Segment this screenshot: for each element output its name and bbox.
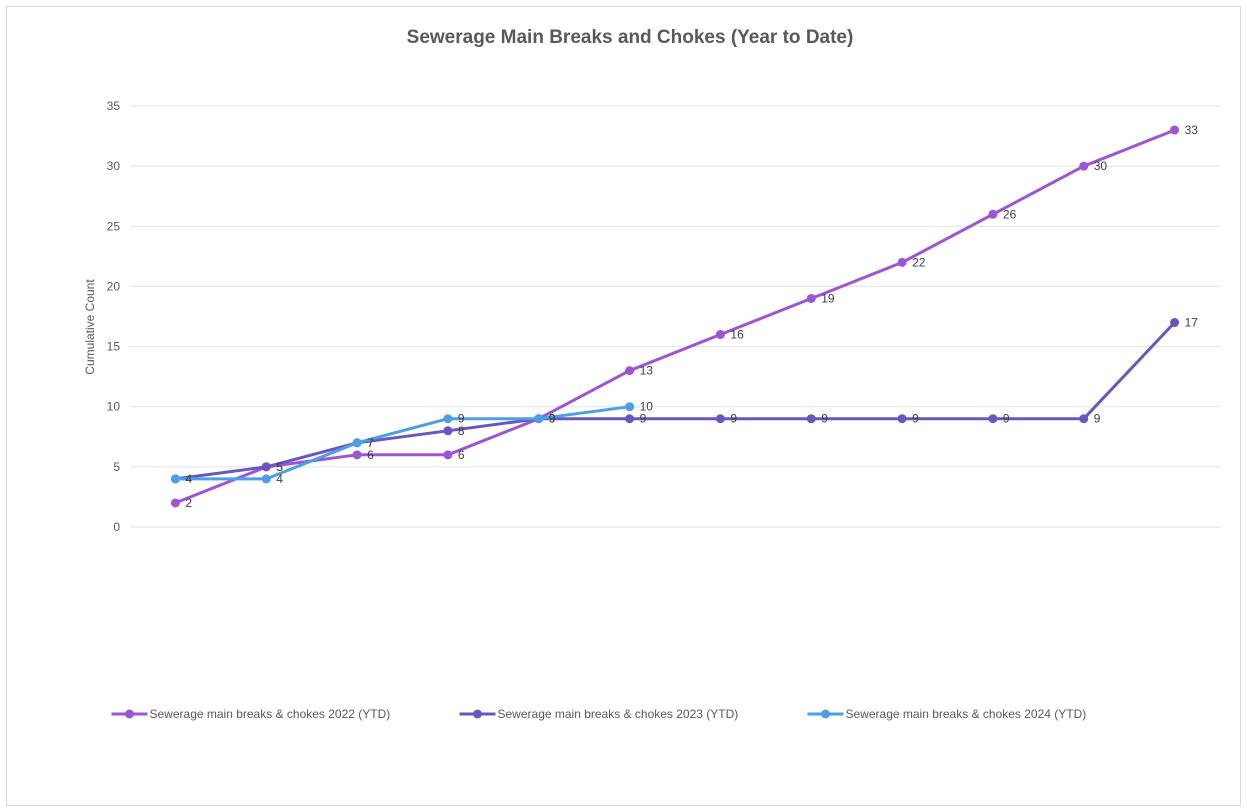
data-label: 33 <box>1185 123 1199 137</box>
data-label: 9 <box>549 412 556 426</box>
data-point <box>443 414 453 424</box>
line-chart: Sewerage Main Breaks and Chokes (Year to… <box>83 27 1220 721</box>
data-label: 5 <box>276 460 283 474</box>
data-label: 4 <box>185 472 192 486</box>
y-tick-label: 35 <box>107 99 121 113</box>
data-label: 9 <box>730 412 737 426</box>
data-point <box>1170 318 1180 328</box>
legend-label: Sewerage main breaks & chokes 2024 (YTD) <box>846 707 1087 721</box>
legend-swatch-marker <box>125 709 134 719</box>
data-label: 16 <box>730 328 744 342</box>
data-label: 13 <box>640 364 654 378</box>
data-point <box>1079 161 1089 171</box>
y-tick-label: 5 <box>113 460 120 474</box>
data-label: 6 <box>458 448 465 462</box>
series-line <box>173 405 632 481</box>
data-point <box>443 426 453 436</box>
data-point <box>1079 414 1089 424</box>
data-label: 7 <box>367 436 374 450</box>
legend-item: Sewerage main breaks & chokes 2023 (YTD) <box>459 707 739 721</box>
data-point <box>443 450 453 460</box>
data-label: 9 <box>912 412 919 426</box>
data-label: 30 <box>1094 159 1108 173</box>
data-point <box>806 293 816 303</box>
y-tick-label: 0 <box>113 520 120 534</box>
gridlines <box>130 105 1220 528</box>
series-1 <box>170 125 1180 508</box>
y-tick-label: 20 <box>107 279 121 293</box>
data-point <box>715 330 725 340</box>
y-axis-label: Cumulative Count <box>83 279 97 375</box>
data-label: 9 <box>458 412 465 426</box>
data-point <box>897 257 907 267</box>
data-point <box>261 462 271 472</box>
series-line <box>173 128 1177 505</box>
data-point <box>625 366 635 376</box>
data-label: 4 <box>185 472 192 486</box>
legend-swatch-marker <box>473 709 482 719</box>
data-label: 4 <box>276 472 283 486</box>
data-label: 2 <box>185 496 192 510</box>
data-point <box>352 438 362 448</box>
data-label: 5 <box>276 460 283 474</box>
data-label: 19 <box>821 291 835 305</box>
data-point <box>352 450 362 460</box>
data-point <box>1170 125 1180 135</box>
data-label: 7 <box>367 436 374 450</box>
data-label: 9 <box>821 412 828 426</box>
legend-label: Sewerage main breaks & chokes 2023 (YTD) <box>498 707 739 721</box>
data-point <box>988 209 998 219</box>
y-tick-label: 25 <box>107 219 121 233</box>
data-label: 17 <box>1185 316 1199 330</box>
chart-frame: Sewerage Main Breaks and Chokes (Year to… <box>6 6 1241 806</box>
legend: Sewerage main breaks & chokes 2022 (YTD)… <box>111 707 1087 721</box>
y-tick-label: 30 <box>107 159 121 173</box>
data-point <box>625 414 635 424</box>
y-tick-label: 15 <box>107 340 121 354</box>
data-label: 8 <box>458 424 465 438</box>
y-axis-ticks: 0 5 10 15 20 25 30 35 <box>107 99 121 534</box>
data-label: 9 <box>549 412 556 426</box>
data-label: 22 <box>912 255 926 269</box>
series-layer <box>170 125 1180 508</box>
data-point <box>715 414 725 424</box>
data-label: 9 <box>1094 412 1101 426</box>
legend-item: Sewerage main breaks & chokes 2022 (YTD) <box>111 707 391 721</box>
data-label: 9 <box>1003 412 1010 426</box>
chart-title: Sewerage Main Breaks and Chokes (Year to… <box>407 27 854 48</box>
data-label: 10 <box>640 400 654 414</box>
series-line <box>173 321 1177 481</box>
data-label: 9 <box>549 412 556 426</box>
data-label: 6 <box>367 448 374 462</box>
data-label: 26 <box>1003 207 1017 221</box>
data-point <box>625 402 635 412</box>
legend-label: Sewerage main breaks & chokes 2022 (YTD) <box>150 707 391 721</box>
series-3 <box>170 402 635 484</box>
data-point <box>170 498 180 508</box>
data-point <box>897 414 907 424</box>
legend-item: Sewerage main breaks & chokes 2024 (YTD) <box>807 707 1087 721</box>
data-point <box>534 414 544 424</box>
data-point <box>806 414 816 424</box>
data-point <box>170 474 180 484</box>
legend-swatch-marker <box>821 709 830 719</box>
data-label: 9 <box>640 412 647 426</box>
data-point <box>988 414 998 424</box>
y-tick-label: 10 <box>107 400 121 414</box>
data-point <box>261 474 271 484</box>
